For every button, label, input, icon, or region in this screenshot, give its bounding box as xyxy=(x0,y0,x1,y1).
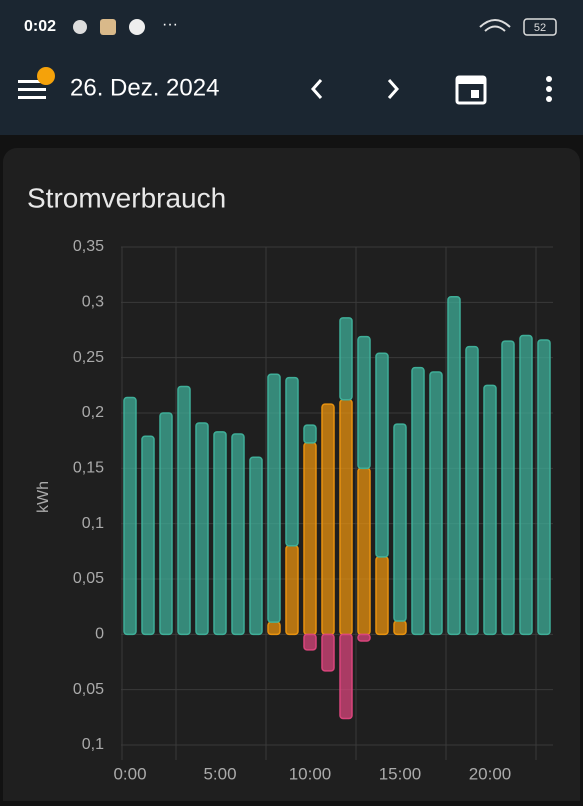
bar xyxy=(537,339,551,636)
dot xyxy=(546,76,552,82)
bar xyxy=(393,620,407,636)
prev-button[interactable] xyxy=(310,79,323,99)
menu-button[interactable] xyxy=(18,67,55,99)
bar xyxy=(195,422,209,636)
x-tick-label: 10:00 xyxy=(289,764,332,783)
v-grid xyxy=(121,247,537,760)
bar xyxy=(339,633,353,720)
y-tick-label: 0,1 xyxy=(82,736,104,753)
calendar-icon xyxy=(471,90,479,98)
x-tick-label: 15:00 xyxy=(379,764,422,783)
x-tick-label: 0:00 xyxy=(113,764,146,783)
overflow-button[interactable] xyxy=(546,76,552,102)
status-more: ··· xyxy=(162,16,178,33)
bar xyxy=(393,423,407,622)
bar xyxy=(339,317,353,401)
bar xyxy=(159,412,173,636)
bar xyxy=(357,467,371,636)
x-tick-label: 5:00 xyxy=(203,764,236,783)
dot xyxy=(546,86,552,92)
status-time: 0:02 xyxy=(24,18,56,35)
bar xyxy=(375,556,389,636)
y-tick-label: 0,05 xyxy=(73,681,104,698)
wifi-icon xyxy=(479,19,511,32)
menu-line xyxy=(18,96,46,99)
x-tick-label: 20:00 xyxy=(469,764,512,783)
bar xyxy=(267,621,281,636)
bar xyxy=(141,435,155,636)
dot xyxy=(546,96,552,102)
bar xyxy=(339,398,353,636)
bar xyxy=(231,433,245,636)
menu-badge xyxy=(37,67,55,85)
battery-icon xyxy=(523,18,557,36)
menu-line xyxy=(18,80,46,83)
bar xyxy=(411,366,425,636)
battery-level: 52 xyxy=(534,22,546,34)
bar xyxy=(429,371,443,636)
status-icon xyxy=(100,19,116,35)
bar xyxy=(267,373,281,623)
bar xyxy=(285,545,299,636)
bar xyxy=(321,633,335,672)
bar xyxy=(177,385,191,636)
y-tick-label: 0,15 xyxy=(73,460,104,477)
bar xyxy=(123,396,137,636)
y-tick-label: 0 xyxy=(95,626,104,643)
y-tick-label: 0,25 xyxy=(73,349,104,366)
menu-line xyxy=(18,88,46,91)
bar xyxy=(519,334,533,636)
bar xyxy=(303,424,317,444)
y-tick-label: 0,35 xyxy=(73,238,104,255)
bar xyxy=(357,633,371,642)
y-tick-label: 0,05 xyxy=(73,570,104,587)
bar xyxy=(321,403,335,636)
calendar-icon xyxy=(457,77,485,84)
chart-title: Stromverbrauch xyxy=(27,182,226,213)
bar xyxy=(501,340,515,636)
bar xyxy=(303,442,317,636)
bar xyxy=(357,335,371,470)
y-axis-label: kWh xyxy=(35,481,52,513)
header-date: 26. Dez. 2024 xyxy=(70,74,219,101)
y-tick-label: 0,3 xyxy=(82,294,104,311)
bar xyxy=(375,352,389,558)
status-icon xyxy=(73,20,87,34)
bar xyxy=(285,376,299,547)
calendar-button[interactable] xyxy=(455,75,487,105)
bar xyxy=(483,384,497,636)
y-tick-label: 0,1 xyxy=(82,515,104,532)
next-button[interactable] xyxy=(387,79,400,99)
status-icon xyxy=(129,19,145,35)
bar xyxy=(249,456,263,636)
y-tick-label: 0,2 xyxy=(82,404,104,421)
bar xyxy=(447,296,461,636)
bar xyxy=(465,345,479,636)
bar xyxy=(303,633,317,651)
bar xyxy=(213,431,227,636)
